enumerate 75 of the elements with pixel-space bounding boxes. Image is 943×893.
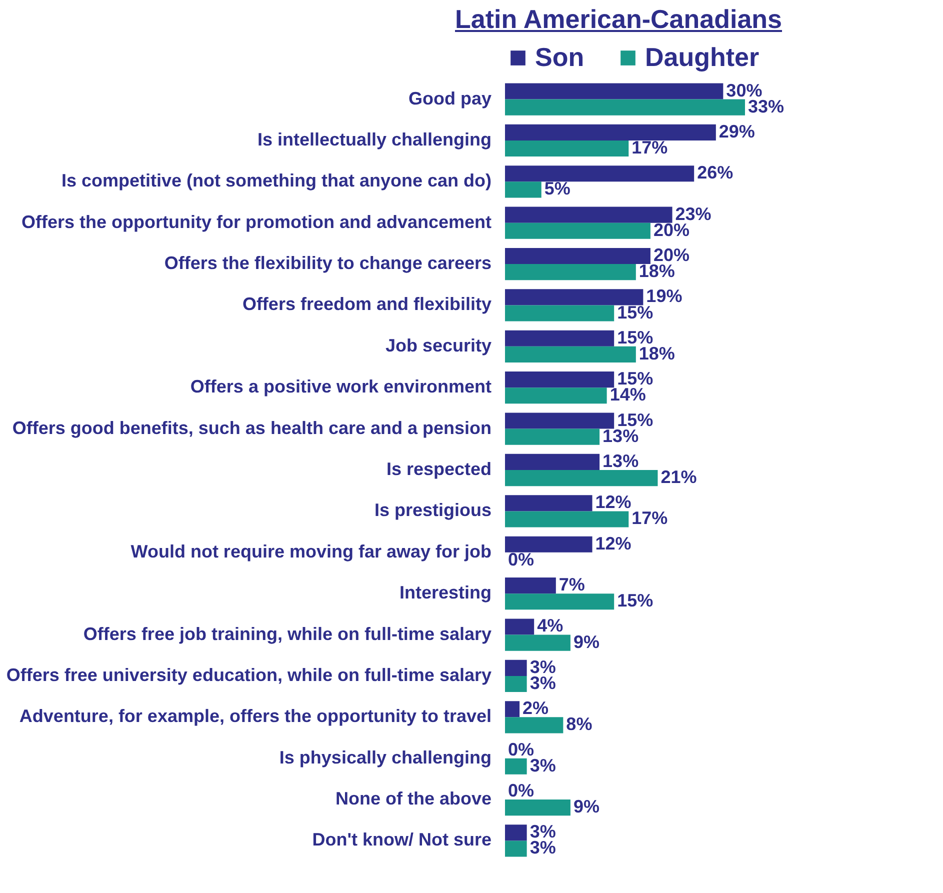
bar [505, 758, 527, 774]
data-label: 9% [573, 632, 600, 652]
data-label: 17% [632, 138, 668, 158]
bar [505, 676, 527, 692]
y-tick-label: Is respected [386, 459, 492, 479]
bar [505, 454, 600, 470]
y-tick-label: Would not require moving far away for job [130, 541, 492, 562]
bar [505, 140, 629, 157]
data-label: 13% [602, 450, 639, 471]
y-tick-label: None of the above [335, 788, 492, 809]
data-label: 26% [697, 162, 734, 183]
data-label: 0% [508, 780, 534, 800]
bar [505, 289, 644, 306]
data-label: 21% [660, 467, 697, 488]
bar [505, 372, 614, 388]
data-label: 17% [632, 508, 668, 528]
bar [505, 470, 658, 486]
bar [505, 124, 716, 140]
bar [505, 248, 650, 264]
bar [505, 412, 614, 429]
legend-label: Daughter [645, 42, 760, 72]
bar [505, 701, 520, 718]
bar [505, 182, 542, 198]
bar [505, 800, 570, 816]
bar [505, 206, 672, 223]
y-tick-label: Offers freedom and flexibility [242, 294, 492, 314]
bar [505, 495, 592, 512]
data-label: 4% [537, 616, 564, 636]
y-tick-label: Good pay [408, 88, 492, 108]
data-label: 15% [617, 590, 654, 611]
bar [505, 222, 650, 239]
y-tick-label: Don't know/ Not sure [312, 830, 492, 850]
bar [505, 717, 564, 734]
y-tick-label: Offers free university education, while on full-time salary [6, 664, 492, 685]
y-tick-label: Offers the flexibility to change careers [164, 253, 492, 274]
data-label: 0% [508, 549, 534, 570]
bar [505, 428, 600, 445]
data-label: 2% [522, 698, 549, 718]
data-label: 9% [573, 796, 600, 817]
bar [505, 618, 534, 635]
bar [505, 511, 629, 528]
bar [505, 346, 636, 362]
y-tick-label: Job security [385, 335, 492, 356]
bar [505, 660, 527, 676]
data-label: 12% [595, 492, 632, 512]
bar [505, 388, 607, 404]
y-tick-label: Is prestigious [374, 500, 492, 520]
data-label: 7% [558, 574, 585, 595]
data-label: 29% [718, 121, 755, 142]
y-tick-label: Is physically challenging [279, 747, 492, 768]
y-tick-label: Offers the opportunity for promotion and advancement [21, 212, 492, 232]
y-tick-label: Offers a positive work environment [190, 376, 492, 397]
data-label: 5% [544, 178, 570, 199]
data-label: 8% [566, 714, 592, 734]
y-tick-label: Offers good benefits, such as health care and a pension [12, 418, 492, 438]
y-tick-label: Offers free job training, while on full-time salary [83, 624, 492, 644]
bar [505, 824, 527, 841]
chart-title: Latin American-Canadians [455, 4, 782, 35]
y-tick-label: Is intellectually challenging [257, 129, 492, 150]
y-tick-label: Interesting [399, 582, 492, 603]
bar [505, 166, 694, 182]
bar [505, 578, 556, 594]
bar [505, 536, 592, 552]
legend-label: Son [535, 42, 584, 72]
bar [505, 264, 636, 280]
bar [505, 83, 724, 100]
data-label: 12% [595, 533, 632, 554]
bar [505, 330, 614, 346]
bar [505, 99, 745, 116]
bar [505, 594, 614, 610]
bar [505, 634, 570, 651]
bar [505, 305, 614, 322]
y-tick-label: Adventure, for example, offers the opportunity to travel [19, 706, 492, 726]
bar [505, 840, 527, 857]
y-tick-label: Is competitive (not something that anyone can do) [61, 170, 492, 191]
